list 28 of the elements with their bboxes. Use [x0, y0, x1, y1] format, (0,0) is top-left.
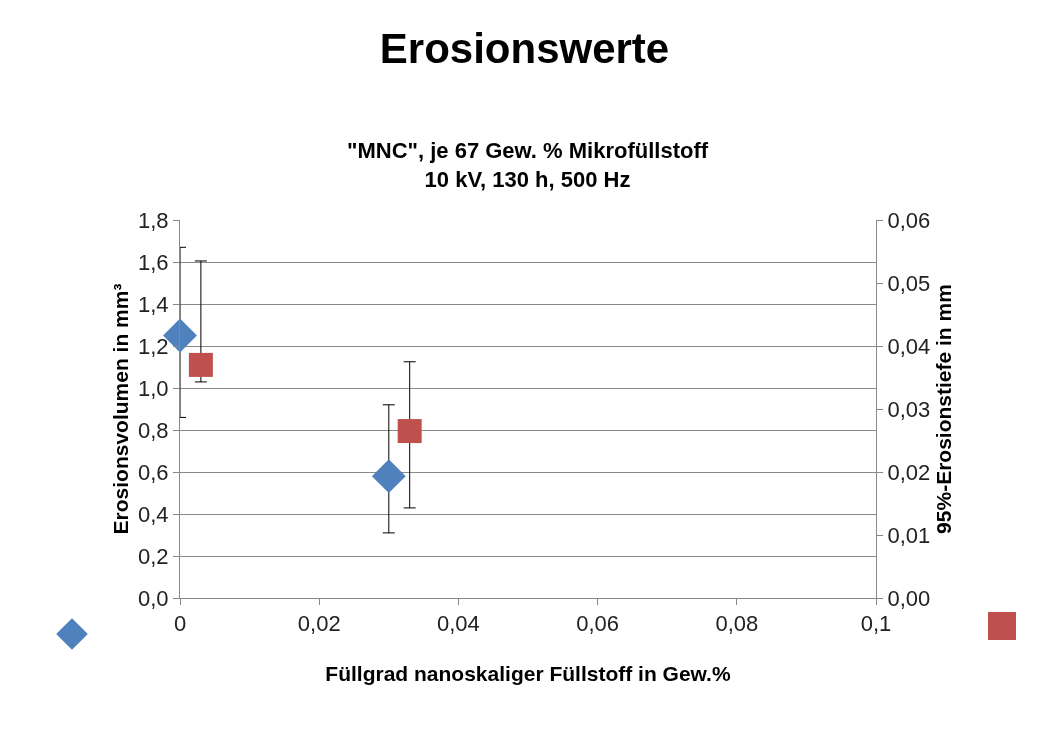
x-tick-label: 0,08 [715, 611, 759, 637]
x-tick-label: 0,1 [860, 611, 892, 637]
y-tick-label: 0,8 [138, 417, 169, 443]
x-tick-label: 0,02 [297, 611, 341, 637]
x-axis-title: Füllgrad nanoskaliger Füllstoff in Gew.% [325, 661, 731, 685]
y2-tick-label: 0,04 [887, 333, 931, 359]
chart-subtitle: "MNC", je 67 Gew. % Mikrofüllstoff 10 kV, 130 h, 500 Hz [347, 138, 709, 192]
y-tick-label: 1,6 [138, 249, 169, 275]
y2-tick-label: 0,03 [887, 396, 931, 422]
y-tick-label: 0,0 [138, 585, 169, 611]
x-tick-label: 0 [173, 611, 187, 637]
y2-tick-label: 0,05 [887, 270, 931, 296]
y2-tick-label: 0,00 [887, 585, 931, 611]
y-tick-label: 1,0 [138, 375, 169, 401]
x-tick-label: 0,04 [436, 611, 480, 637]
y2-axis-title: 95%-Erosionstiefe in mm [932, 284, 956, 534]
y-tick-label: 0,6 [138, 459, 169, 485]
x-tick-label: 0,06 [576, 611, 620, 637]
y-tick-label: 0,4 [138, 501, 169, 527]
y-tick-label: 1,8 [138, 207, 169, 233]
y2-tick-label: 0,06 [887, 207, 931, 233]
y2-tick-label: 0,01 [887, 522, 931, 548]
y-tick-label: 0,2 [138, 543, 169, 569]
y2-tick-label: 0,02 [887, 459, 931, 485]
chart-title: Erosionswerte [379, 25, 670, 73]
y-tick-label: 1,2 [138, 333, 169, 359]
y-axis-title: Erosionsvolumen in mm³ [109, 283, 132, 535]
y-tick-label: 1,4 [138, 291, 169, 317]
